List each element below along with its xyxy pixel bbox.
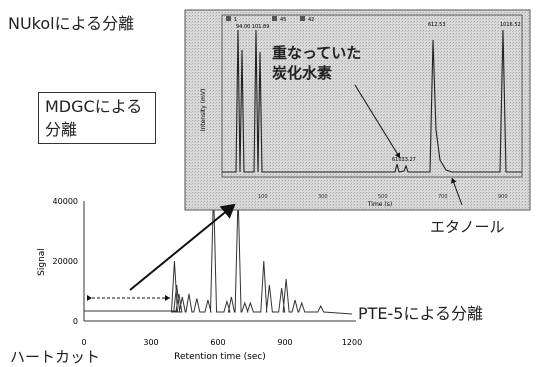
svg-text:900: 900 xyxy=(498,194,508,200)
inset-legend-3: 42 xyxy=(308,17,314,23)
inset-legend-1: 1 xyxy=(234,17,237,23)
inset-peak-label-2: 61033.27 xyxy=(392,157,416,163)
inset-peak-label-1: 94.00 101.89 xyxy=(236,24,269,30)
inset-peak-label-3: 612.53 xyxy=(428,22,446,28)
heartcut-label: ハートカット xyxy=(10,348,101,366)
y-tick-label: 20000 xyxy=(53,257,78,266)
overlap-note-line1: 重なっていた xyxy=(272,44,361,62)
x-tick-label: 0 xyxy=(81,338,86,347)
svg-text:500: 500 xyxy=(378,194,388,200)
inset-x-axis-label: Time (s) xyxy=(367,201,392,208)
x-tick-label: 300 xyxy=(143,338,158,347)
mdgc-label-box: MDGCによる 分離 xyxy=(38,92,156,144)
overlap-note-line2: 炭化水素 xyxy=(272,64,332,82)
svg-text:100: 100 xyxy=(258,194,268,200)
pte5-label: PTE-5による分離 xyxy=(358,304,484,323)
inset-chromatogram-trace xyxy=(222,29,522,173)
y-tick-label: 0 xyxy=(73,317,78,326)
inset-x-ticks: 100 300 500 700 900 xyxy=(258,194,508,200)
inset-y-axis-label: Intensity (mV) xyxy=(200,89,207,132)
mdgc-label-line1: MDGCによる xyxy=(45,97,143,116)
main-chromatogram-trace xyxy=(170,188,353,315)
heartcut-to-inset-arrow xyxy=(129,203,236,291)
mdgc-label-line2: 分離 xyxy=(45,120,78,139)
ethanol-label: エタノール xyxy=(430,218,505,236)
top-title: NUkolによる分離 xyxy=(8,14,135,33)
main-chart: Signal Retention time (sec) 0 300 600 900 12… xyxy=(37,188,362,362)
x-tick-label: 1200 xyxy=(342,338,362,347)
main-x-axis-label: Retention time (sec) xyxy=(174,352,266,362)
x-tick-label: 600 xyxy=(210,338,225,347)
svg-text:300: 300 xyxy=(318,194,328,200)
inset-peak-label-4: 1016.52 xyxy=(500,22,521,28)
svg-text:700: 700 xyxy=(438,194,448,200)
y-tick-label: 40000 xyxy=(53,197,78,206)
inset-legend: 1 45 42 xyxy=(226,16,314,23)
main-y-axis-label: Signal xyxy=(37,248,47,276)
x-tick-label: 900 xyxy=(277,338,292,347)
overlap-note-arrow xyxy=(354,84,401,159)
inset-chart: 1 45 42 Intensity (mV) Time (s) 94.00 10… xyxy=(184,9,531,211)
ethanol-arrow xyxy=(450,177,463,206)
inset-legend-2: 45 xyxy=(280,17,286,23)
